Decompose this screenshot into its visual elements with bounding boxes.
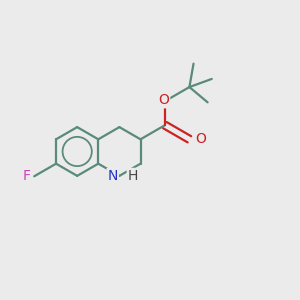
Text: O: O (195, 132, 206, 146)
Text: N: N (107, 169, 118, 183)
Text: F: F (22, 169, 31, 183)
Text: H: H (128, 169, 138, 183)
Text: O: O (158, 93, 169, 107)
